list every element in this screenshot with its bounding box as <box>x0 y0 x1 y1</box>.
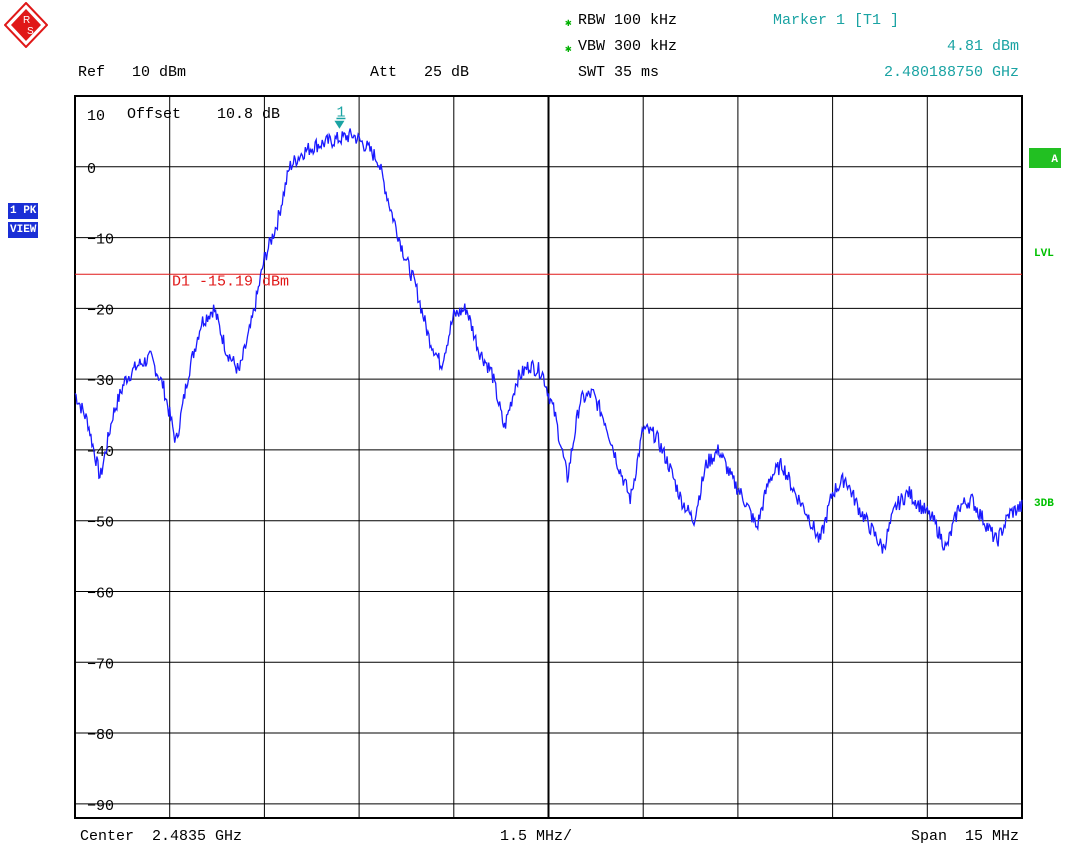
vbw-label: VBW 300 kHz <box>578 38 678 55</box>
offset-label: Offset 10.8 dB <box>127 106 280 123</box>
grid <box>74 95 1023 819</box>
y-tick-label: −50 <box>87 515 114 532</box>
trace-line <box>74 128 1023 554</box>
rs-logo: R S <box>4 2 48 48</box>
marker-frequency: 2.480188750 GHz <box>883 64 1019 81</box>
y-tick-label: −40 <box>87 444 114 461</box>
y-tick-label: −20 <box>87 302 114 319</box>
y-tick-label: 10 <box>87 108 105 125</box>
marker-triangle-icon[interactable] <box>334 120 345 129</box>
y-tick-label: −10 <box>87 232 114 249</box>
rs-logo-s: S <box>27 26 34 37</box>
trace-pk-tag: 1 PK <box>8 203 39 219</box>
marker-label: 1 <box>336 105 345 122</box>
rs-logo-r: R <box>23 15 30 26</box>
rs-logo-inner-diamond <box>11 9 41 41</box>
lvl-tag: LVL <box>1034 248 1054 260</box>
span-per-division: 1.5 MHz/ <box>500 828 573 845</box>
att-label: Att 25 dB <box>370 64 470 81</box>
rbw-star-icon: ✱ <box>565 18 572 30</box>
y-tick-labels: 10 0 −10 −20 −30 −40 −50 −60 −70 −80 −90 <box>87 108 114 815</box>
trace-view-tag: VIEW <box>8 222 39 238</box>
y-tick-label: −90 <box>87 798 114 815</box>
swt-label: SWT 35 ms <box>578 64 660 81</box>
vbw-star-icon: ✱ <box>565 44 572 56</box>
display-line-label: D1 -15.19 dBm <box>172 273 289 290</box>
y-tick-label: −80 <box>87 727 114 744</box>
trace-a-text: A <box>1051 154 1058 166</box>
y-tick-label: −30 <box>87 373 114 390</box>
marker-level: 4.81 dBm <box>946 38 1019 55</box>
marker-title: Marker 1 [T1 ] <box>773 12 900 29</box>
y-tick-label: 0 <box>87 161 96 178</box>
trace-a-tag: A <box>1029 148 1061 168</box>
center-frequency: Center 2.4835 GHz <box>80 828 243 845</box>
span-label: Span 15 MHz <box>910 828 1019 845</box>
3db-tag: 3DB <box>1034 498 1054 510</box>
ref-label: Ref 10 dBm <box>78 64 187 81</box>
y-tick-label: −60 <box>87 585 114 602</box>
rbw-label: RBW 100 kHz <box>578 12 678 29</box>
y-tick-label: −70 <box>87 656 114 673</box>
